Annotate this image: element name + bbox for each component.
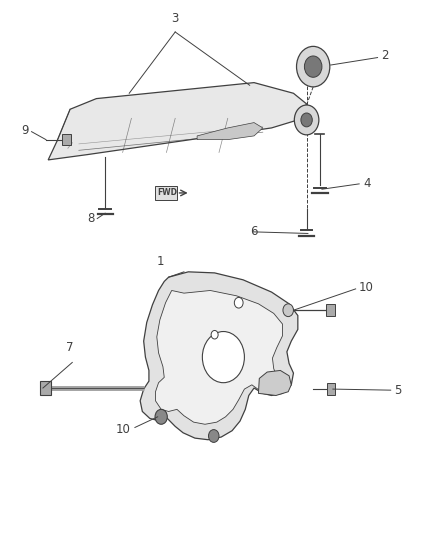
Circle shape [155,409,167,424]
Circle shape [234,297,243,308]
Circle shape [301,113,312,127]
Circle shape [283,304,293,317]
Circle shape [208,430,219,442]
Circle shape [202,332,244,383]
FancyBboxPatch shape [326,304,335,316]
Text: 9: 9 [21,124,28,137]
Text: 7: 7 [66,342,74,354]
Polygon shape [140,272,298,440]
Text: 4: 4 [364,177,371,190]
Text: 1: 1 [157,255,164,268]
Circle shape [297,46,330,87]
FancyBboxPatch shape [40,381,51,395]
Circle shape [294,105,319,135]
Text: 3: 3 [172,12,179,25]
Text: FWD: FWD [158,188,178,197]
Text: 6: 6 [250,225,257,238]
Circle shape [211,330,218,339]
Polygon shape [258,370,291,395]
Circle shape [304,56,322,77]
FancyBboxPatch shape [327,383,335,395]
Text: 10: 10 [359,281,374,294]
Polygon shape [48,83,307,160]
Text: 10: 10 [116,423,131,435]
FancyBboxPatch shape [155,186,177,200]
Text: 5: 5 [394,384,402,397]
Text: 2: 2 [381,50,389,62]
FancyBboxPatch shape [62,134,71,145]
Polygon shape [197,123,263,140]
Text: 8: 8 [87,212,94,225]
Polygon shape [155,290,283,424]
